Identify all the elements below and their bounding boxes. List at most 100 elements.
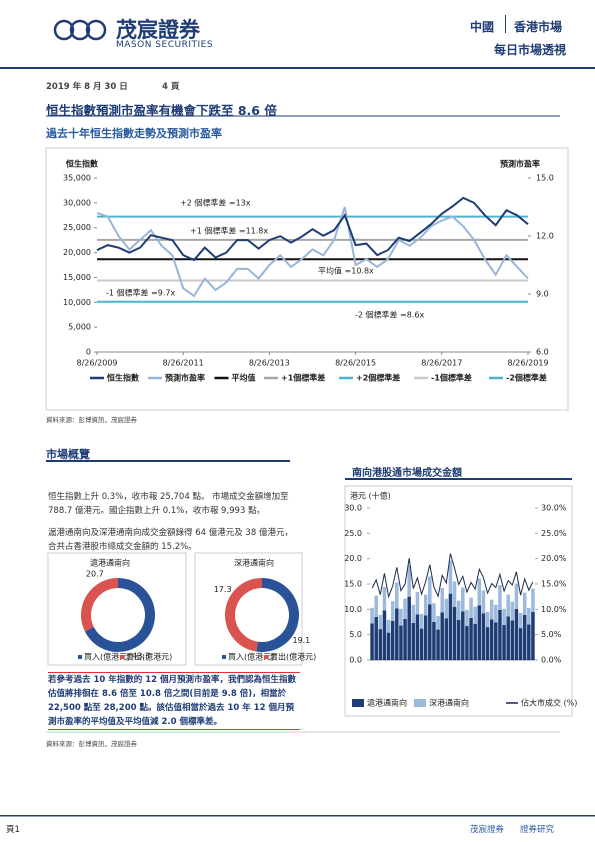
annotation: 平均值 =10.8x bbox=[318, 266, 374, 276]
value-label: 43.3 bbox=[132, 651, 150, 660]
bar bbox=[403, 618, 407, 660]
brand-en: MASON SECURITIES bbox=[116, 40, 214, 50]
bar bbox=[436, 615, 440, 630]
annotation: +2 個標準差 =13x bbox=[180, 198, 251, 208]
bar bbox=[390, 620, 395, 660]
y-tick-label: 25.0 bbox=[344, 529, 362, 538]
legend-label: +1個標準差 bbox=[281, 373, 325, 383]
y-tick-label: 5.0 bbox=[349, 630, 362, 639]
bar bbox=[461, 611, 465, 660]
series-line bbox=[96, 206, 529, 298]
y-tick-label: 30,000 bbox=[63, 198, 91, 207]
divider bbox=[505, 15, 506, 33]
y2-tick-label: 9.0 bbox=[536, 290, 549, 299]
annotation: +1 個標準差 =11.8x bbox=[190, 226, 268, 236]
bar bbox=[386, 632, 391, 660]
bar bbox=[378, 614, 383, 630]
y-axis-title: 港元 (十億) bbox=[350, 491, 391, 501]
legend-swatch bbox=[78, 655, 82, 659]
legend-swatch bbox=[264, 655, 268, 659]
legend-label: 賣出(億港元) bbox=[270, 652, 316, 662]
y-tick-label: 0.0 bbox=[349, 656, 362, 665]
legend-swatch bbox=[222, 655, 226, 659]
bar bbox=[506, 616, 510, 660]
y2-tick-label: 20.0% bbox=[541, 554, 567, 563]
x-tick-label: 8/26/2013 bbox=[249, 359, 290, 368]
bar bbox=[440, 612, 444, 660]
bar bbox=[423, 615, 428, 660]
legend-label: 平均值 bbox=[232, 373, 256, 383]
value-label: 19.1 bbox=[292, 636, 310, 645]
legend-label: 買入(億港元) bbox=[228, 652, 274, 662]
bar bbox=[477, 605, 482, 660]
y2-tick-label: 5.0% bbox=[541, 630, 562, 639]
bar bbox=[514, 608, 519, 660]
x-tick-label: 8/26/2017 bbox=[421, 359, 462, 368]
x-tick-label: 8/26/2011 bbox=[163, 359, 204, 368]
bar bbox=[432, 622, 436, 660]
legend-swatch bbox=[120, 655, 124, 659]
bar bbox=[531, 588, 535, 612]
bar bbox=[444, 618, 449, 660]
bar bbox=[518, 612, 523, 629]
bar bbox=[510, 620, 515, 660]
bar bbox=[477, 578, 482, 606]
bar bbox=[502, 625, 506, 660]
paragraph: 滬港通南向及深港通南向成交金額錄得 64 億港元及 38 億港元，合共占香港股市… bbox=[48, 528, 293, 552]
y2-tick-label: 0.0% bbox=[541, 656, 562, 665]
y-tick-label: 15.0 bbox=[344, 580, 362, 589]
pie-title: 滬港通南向 bbox=[90, 558, 130, 568]
bar bbox=[378, 629, 383, 660]
x-tick-label: 8/26/2019 bbox=[507, 359, 548, 368]
bar bbox=[370, 623, 374, 660]
legend-label: -2個標準差 bbox=[506, 373, 547, 383]
chart-frame bbox=[344, 485, 573, 717]
bar bbox=[522, 592, 527, 615]
bar bbox=[522, 614, 527, 660]
brand: 茂宸證券 bbox=[116, 18, 200, 42]
section-title: 過去十年恒生指數走勢及預測市盈率 bbox=[46, 127, 222, 140]
bar bbox=[498, 585, 502, 610]
bar bbox=[494, 604, 498, 623]
legend-label: 深港通南向 bbox=[429, 698, 469, 708]
bar bbox=[407, 565, 411, 597]
bar bbox=[386, 619, 391, 633]
bar bbox=[407, 596, 411, 660]
bar bbox=[502, 608, 506, 626]
y-tick-label: 10.0 bbox=[344, 605, 362, 614]
section-title: 南向港股通市場成交金額 bbox=[352, 468, 462, 479]
bar bbox=[411, 604, 416, 624]
series-line bbox=[96, 196, 529, 262]
y2-tick-label: 25.0% bbox=[541, 529, 567, 538]
y2-tick-label: 30.0% bbox=[541, 504, 567, 513]
bar bbox=[399, 625, 403, 660]
bar bbox=[527, 607, 531, 625]
y-tick-label: 15,000 bbox=[63, 273, 91, 282]
x-tick-label: 8/26/2009 bbox=[76, 359, 117, 368]
bar bbox=[374, 616, 378, 660]
title: 恒生指數預測市盈率有機會下跌至 8.6 倍 bbox=[46, 103, 277, 118]
footer-brand: 茂宸證券 bbox=[470, 825, 505, 835]
legend-label: 買入(億港元) bbox=[84, 652, 130, 662]
bar bbox=[452, 606, 457, 660]
bar bbox=[390, 601, 395, 621]
bar bbox=[436, 629, 440, 660]
y2-tick-label: 10.0% bbox=[541, 605, 567, 614]
bar bbox=[419, 613, 424, 629]
bar bbox=[423, 594, 428, 616]
y-tick-label: 30.0 bbox=[344, 504, 362, 513]
paragraph: 恒生指數上升 0.3%，收市報 25,704 點。 市場成交金額增加至 788.… bbox=[48, 492, 289, 516]
y-tick-label: 20,000 bbox=[63, 248, 91, 257]
header-rule bbox=[0, 67, 595, 69]
legend-label: 滬港通南向 bbox=[367, 698, 407, 708]
bar bbox=[531, 611, 535, 660]
bar bbox=[510, 601, 515, 621]
bar bbox=[374, 595, 378, 617]
bar bbox=[506, 594, 510, 617]
bar bbox=[403, 598, 407, 619]
bar bbox=[448, 593, 453, 660]
bar bbox=[415, 592, 420, 615]
bar bbox=[469, 617, 473, 660]
bar bbox=[382, 610, 387, 660]
y-axis-title: 恒生指數 bbox=[66, 159, 98, 169]
